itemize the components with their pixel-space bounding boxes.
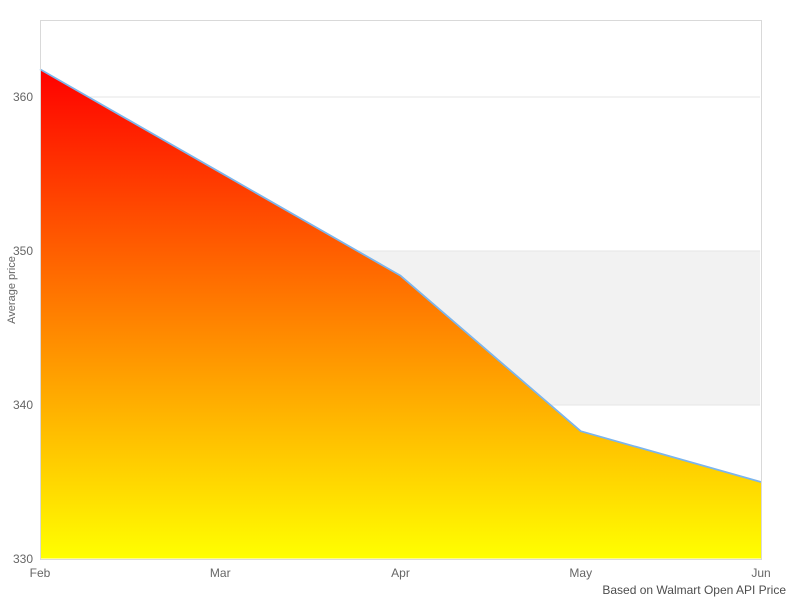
plot-border [40,20,762,560]
y-tick-label-340: 340 [12,398,33,412]
area-series-fill [40,69,761,559]
x-tick-label-may: May [569,566,593,580]
y-axis-title-wrap: Average price [3,20,21,559]
x-tick-label-apr: Apr [391,566,410,580]
x-tick-label-jun: Jun [751,566,771,580]
y-tick-label-350: 350 [12,244,33,258]
y-axis-title: Average price [6,255,19,324]
x-tick-label-mar: Mar [209,566,231,580]
x-tick-label-feb: Feb [29,566,51,580]
area-series-line [39,68,762,483]
chart-credits: Based on Walmart Open API Price [602,583,786,597]
y-tick-label-330: 330 [12,552,33,566]
y-tick-label-360: 360 [12,90,33,104]
